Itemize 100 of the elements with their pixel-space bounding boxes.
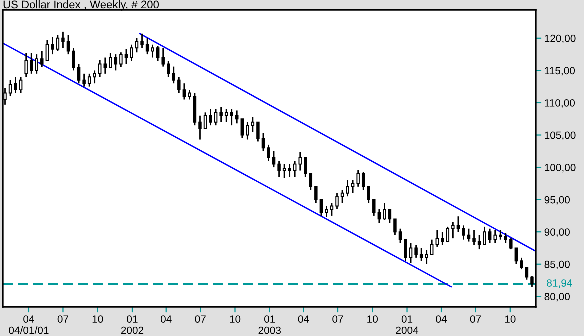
candlestick: [88, 73, 92, 88]
candlestick: [30, 52, 34, 75]
candlestick: [478, 234, 482, 250]
candlestick: [336, 192, 339, 210]
candlestick: [220, 106, 223, 124]
candlestick: [288, 164, 292, 178]
candlestick: [182, 82, 186, 100]
candlestick: [156, 45, 160, 62]
candlestick: [172, 66, 176, 84]
x-tick-label: 07: [58, 316, 68, 323]
candlestick: [120, 52, 123, 68]
candlestick: [146, 38, 150, 56]
y-tick-label: 115,00: [545, 67, 576, 76]
candlestick: [209, 108, 212, 126]
candlestick: [309, 173, 313, 191]
candlestick: [314, 186, 318, 204]
candlestick: [441, 231, 444, 246]
candlestick: [130, 44, 134, 62]
candlestick: [414, 244, 418, 259]
candlestick: [204, 112, 208, 130]
candlestick: [77, 64, 81, 84]
candlestick: [298, 151, 302, 172]
candlestick: [420, 248, 424, 262]
candlestick: [14, 76, 18, 94]
candlestick: [224, 108, 228, 124]
x-tick-label: 10: [505, 316, 516, 323]
candlestick: [236, 110, 239, 124]
candlestick: [293, 160, 297, 178]
candlestick: [436, 229, 439, 248]
candlestick: [351, 180, 355, 194]
candlestick: [425, 249, 428, 266]
candlestick: [246, 122, 250, 140]
candlestick: [98, 60, 102, 78]
candlestick: [35, 54, 38, 75]
candlestick: [167, 60, 170, 78]
candlestick: [488, 228, 492, 244]
candlestick: [8, 80, 12, 98]
x-tick-label: 07: [195, 316, 206, 323]
candlestick: [446, 226, 450, 242]
candlestick: [325, 206, 328, 218]
y-tick-label: 100,00: [545, 164, 576, 173]
candlestick: [304, 157, 308, 178]
y-tick-label: 110,00: [545, 99, 576, 108]
x-tick-label: 01 2004: [396, 316, 419, 334]
candlestick: [46, 40, 50, 62]
x-tick-label: 04: [160, 316, 172, 323]
x-tick-label: 04: [298, 316, 310, 323]
candlestick: [456, 216, 460, 233]
candlestick: [520, 257, 524, 270]
x-tick-label: 07: [332, 316, 344, 323]
x-tick-label: 04 04/01/01: [9, 316, 49, 334]
candlestick: [62, 31, 65, 49]
y-tick-label: 105,00: [545, 132, 576, 140]
candlestick: [467, 228, 471, 242]
candlestick: [398, 228, 402, 244]
candlestick: [56, 34, 60, 52]
candlestick: [214, 108, 218, 126]
candlestick: [272, 150, 276, 168]
candlestick: [151, 44, 154, 58]
y-tick-label: 120,00: [545, 34, 576, 44]
candlestick: [66, 34, 70, 56]
candlestick: [494, 229, 497, 244]
candlestick: [499, 229, 502, 241]
candlestick: [251, 116, 255, 133]
candlestick: [40, 50, 44, 68]
candlestick: [346, 180, 350, 198]
candlestick: [140, 33, 144, 49]
candlestick: [514, 248, 518, 266]
candlestick: [278, 160, 281, 178]
candlestick: [394, 218, 397, 236]
candlestick: [472, 229, 476, 246]
candlestick: [267, 144, 270, 162]
candlestick: [430, 239, 434, 256]
ref-line-label: 81,94: [547, 280, 572, 288]
y-tick-label: 85,00: [544, 260, 570, 270]
candlestick: [51, 36, 54, 56]
candlestick: [198, 115, 202, 140]
candlestick: [388, 208, 392, 224]
candlestick: [109, 52, 112, 68]
candlestick: [320, 199, 324, 217]
candlestick: [409, 242, 413, 264]
candlestick: [82, 73, 86, 88]
candlestick: [262, 132, 266, 152]
x-tick-label: 01 2003: [258, 316, 282, 334]
y-tick-label: 90,00: [544, 228, 570, 238]
candlestick: [104, 57, 107, 75]
candlestick: [135, 38, 139, 54]
candlestick: [230, 108, 234, 126]
candlestick: [362, 171, 366, 191]
y-tick-label: 95,00: [544, 196, 570, 205]
x-tick-label: 04: [436, 316, 448, 323]
candlestick: [330, 202, 334, 217]
candlestick: [510, 238, 513, 250]
x-tick-label: 10: [92, 316, 104, 323]
candlestick: [93, 70, 96, 84]
x-tick-label: 07: [470, 316, 482, 323]
candlestick: [372, 199, 376, 217]
candlestick: [240, 118, 244, 140]
x-tick-label: 01 2002: [121, 316, 144, 334]
candlestick: [383, 202, 386, 222]
